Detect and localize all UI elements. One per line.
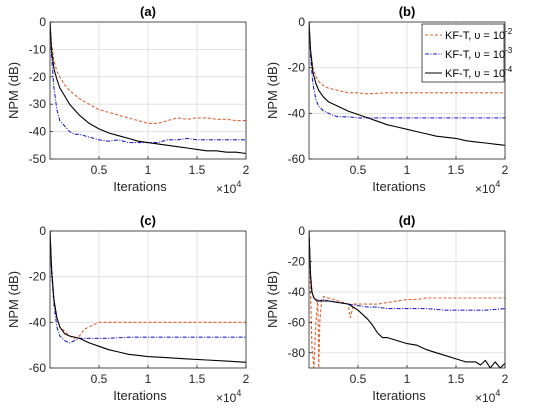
y-tick-label: 0 [298,224,305,238]
y-tick-label: -40 [288,285,306,299]
y-tick-label: -20 [29,70,47,84]
series-line-1 [309,231,505,368]
x-multiplier: ×104 [475,179,500,196]
x-multiplier: ×104 [216,388,241,405]
x-tick-label: 2 [502,163,509,177]
y-axis-label: NPM (dB) [6,271,21,328]
series-line-1 [50,22,246,124]
y-tick-label: -60 [29,361,47,375]
x-axis-label: Iterations [113,388,167,403]
x-axis-label: Iterations [113,179,167,194]
x-tick-label: 1 [404,372,411,386]
y-tick-label: -20 [288,254,306,268]
y-tick-label: -10 [29,42,47,56]
y-tick-label: -20 [29,270,47,284]
panel-0: 0.5 1 1.5 2 -50 -40 -30 -20 -10 0 (a) Iterations NPM… [6,4,250,196]
x-axis-label: Iterations [372,388,426,403]
y-axis-label: NPM (dB) [265,62,280,119]
y-tick-label: 0 [39,15,46,29]
panel-title: (a) [140,4,156,19]
y-tick-label: -30 [29,97,47,111]
x-multiplier: ×104 [475,388,500,405]
legend: KF-T, υ = 10-2 KF-T, υ = 10-3 KF-T, υ = 10… [421,23,513,83]
panel-2: 0.5 1 1.5 2 -60 -40 -20 0 (c) Iterations NPM (dB) ×… [6,213,250,405]
x-tick-label: 1.5 [448,163,465,177]
y-tick-label: 0 [39,224,46,238]
series-line-3 [309,22,505,146]
y-axis-label: NPM (dB) [6,62,21,119]
panel-title: (b) [399,4,416,19]
y-tick-label: -40 [288,106,306,120]
x-tick-label: 0.5 [350,372,367,386]
x-tick-label: 2 [502,372,509,386]
panel-title: (c) [140,213,156,228]
panel-1: 0.5 1 1.5 2 -60 -40 -20 0 (b) Iterations NPM (dB) ×… [265,4,509,196]
y-tick-label: -60 [288,152,306,166]
legend-entry-2: KF-T, υ = 10-3 [445,46,513,61]
legend-entry-1: KF-T, υ = 10-2 [445,27,513,42]
x-tick-label: 2 [243,163,250,177]
x-axis-label: Iterations [372,179,426,194]
x-tick-label: 0.5 [91,163,108,177]
series-line-3 [309,231,505,368]
series-line-2 [309,22,505,119]
x-tick-label: 0.5 [91,372,108,386]
x-tick-label: 1.5 [189,372,206,386]
series-line-2 [50,22,246,144]
panel-3: 0.5 1 1.5 2 -80 -60 -40 -20 0 (d) Iterations NPM (d… [265,213,509,405]
legend-box [421,23,505,83]
x-tick-label: 1 [145,163,152,177]
series-line-3 [50,22,246,155]
y-tick-label: -20 [288,61,306,75]
x-tick-label: 2 [243,372,250,386]
series-line-2 [50,231,246,344]
y-tick-label: -40 [29,315,47,329]
x-tick-label: 1 [404,163,411,177]
legend-entry-3: KF-T, υ = 10-4 [445,65,513,80]
x-tick-label: 1.5 [448,372,465,386]
x-multiplier: ×104 [216,179,241,196]
y-tick-label: -50 [29,152,47,166]
x-tick-label: 1.5 [189,163,206,177]
y-tick-label: -80 [288,346,306,360]
y-tick-label: 0 [298,15,305,29]
series-line-2 [309,231,505,311]
y-tick-label: -60 [288,315,306,329]
x-tick-label: 0.5 [350,163,367,177]
y-axis-label: NPM (dB) [265,271,280,328]
panel-title: (d) [399,213,416,228]
y-tick-label: -40 [29,125,47,139]
x-tick-label: 1 [145,372,152,386]
series-line-3 [50,231,246,363]
